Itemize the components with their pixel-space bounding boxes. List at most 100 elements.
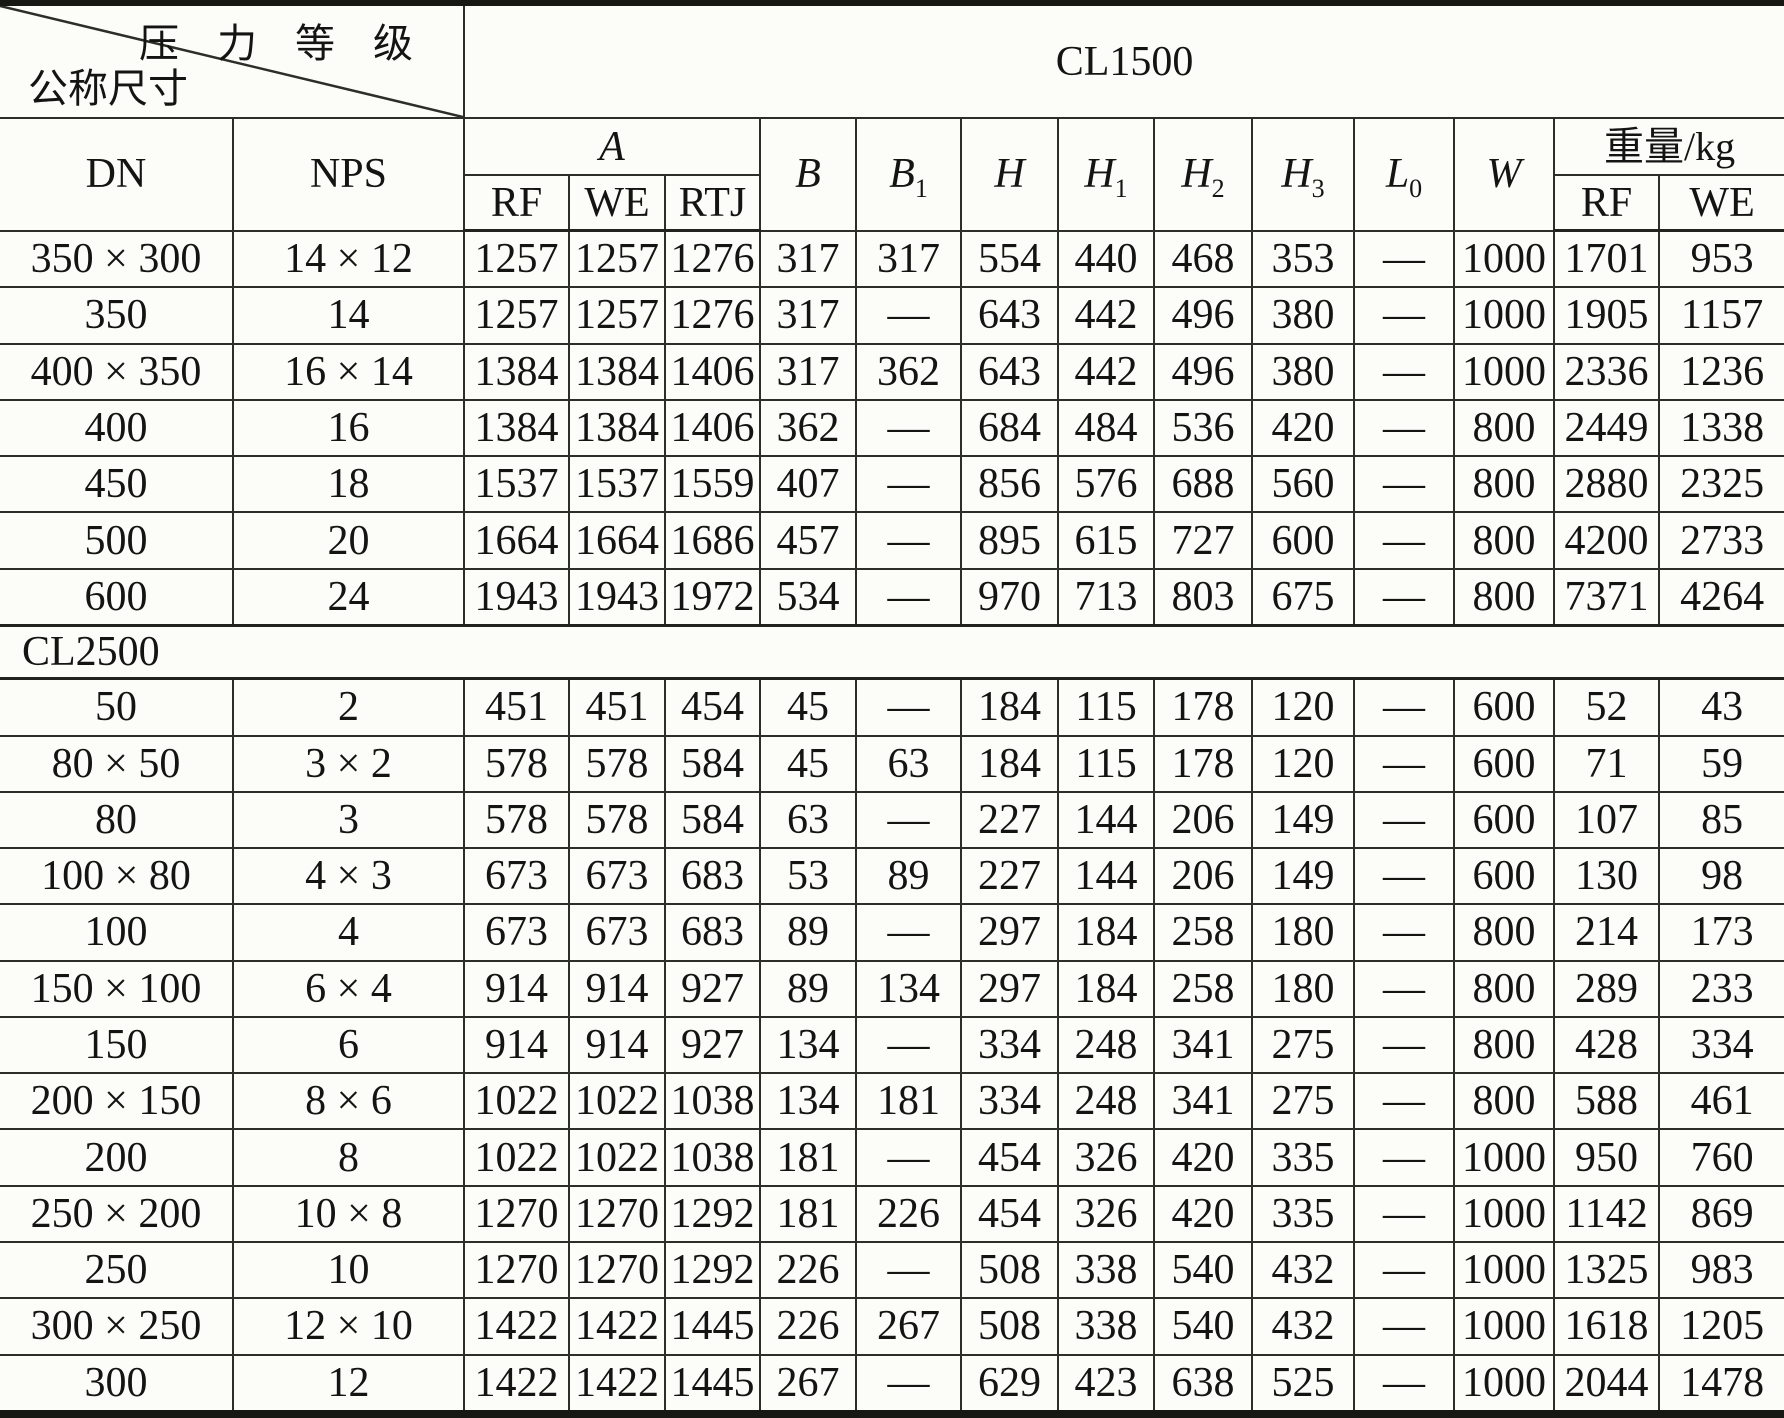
cell-b: 45: [759, 677, 857, 737]
pressure-class-axis-label: 压 力 等 级: [139, 21, 427, 66]
cell-a-we: 1270: [568, 1241, 666, 1300]
cell-b: 45: [759, 734, 857, 793]
cell-a-rf: 1537: [463, 455, 570, 514]
cell-a-we: 1422: [568, 1297, 666, 1356]
column-header-h1: H1: [1057, 117, 1155, 232]
cell-weight-rf: 1142: [1553, 1184, 1660, 1244]
cell-l0: —: [1353, 1353, 1455, 1416]
cell-weight-we: 983: [1657, 1241, 1784, 1300]
cell-b: 181: [759, 1184, 857, 1244]
cell-b: 534: [759, 567, 857, 627]
cell-a-we: 451: [568, 677, 666, 737]
cell-b1: 89: [855, 847, 962, 906]
cell-h2: 496: [1153, 286, 1253, 345]
cell-h3: 180: [1251, 903, 1355, 962]
cell-a-rtj: 1445: [664, 1297, 761, 1356]
cell-nps: 12 × 10: [232, 1297, 465, 1356]
cell-w: 800: [1453, 959, 1555, 1018]
cell-h3: 432: [1251, 1297, 1355, 1356]
cell-h1: 115: [1057, 677, 1155, 737]
cell-b1: —: [855, 903, 962, 962]
table-row: 200 8 1022 1022 1038 181—454 326 420 335—1000 950…: [0, 1128, 1784, 1187]
cell-h2: 688: [1153, 455, 1253, 514]
cell-dn: 350 × 300: [0, 229, 234, 289]
cell-b1: —: [855, 677, 962, 737]
cell-w: 800: [1453, 455, 1555, 514]
cell-a-we: 1664: [568, 511, 666, 570]
table-row: 400 × 350 16 × 14 1384 1384 1406 317 362 643 442…: [0, 342, 1784, 401]
column-header-h2: H2: [1153, 117, 1253, 232]
cell-h3: 149: [1251, 847, 1355, 906]
cell-h1: 248: [1057, 1072, 1155, 1131]
cell-a-rtj: 1686: [664, 511, 761, 570]
column-header-nps: NPS: [232, 117, 465, 232]
cell-h3: 275: [1251, 1072, 1355, 1131]
table-row: 80 3 578 578 584 63—227 144 206 149—600 107 85: [0, 790, 1784, 850]
diagonal-divider-line: [0, 6, 462, 116]
cell-b1: —: [855, 567, 962, 627]
cell-a-rf: 914: [463, 1015, 570, 1075]
cell-weight-we: 1478: [1657, 1353, 1784, 1416]
cell-a-rf: 1270: [463, 1184, 570, 1244]
cell-h: 334: [960, 1015, 1059, 1075]
cell-l0: —: [1353, 286, 1455, 345]
cell-h2: 206: [1153, 790, 1253, 850]
column-header-l0: L0: [1353, 117, 1455, 232]
column-header-w: W: [1453, 117, 1555, 232]
cell-b1: —: [855, 398, 962, 458]
table-row: 200 × 150 8 × 6 1022 1022 1038 134 181 334 248 34…: [0, 1072, 1784, 1131]
table-row: 250 10 1270 1270 1292 226—508 338 540 432—1000 13…: [0, 1241, 1784, 1300]
cell-nps: 4 × 3: [232, 847, 465, 906]
column-header-h3: H3: [1251, 117, 1355, 232]
cell-w: 1000: [1453, 1297, 1555, 1356]
cell-weight-rf: 588: [1553, 1072, 1660, 1131]
cell-h3: 560: [1251, 455, 1355, 514]
cell-a-we: 914: [568, 959, 666, 1018]
cell-dn: 50: [0, 677, 234, 737]
cell-a-rf: 673: [463, 847, 570, 906]
cell-b: 53: [759, 847, 857, 906]
cell-l0: —: [1353, 790, 1455, 850]
cell-weight-rf: 52: [1553, 677, 1660, 737]
cell-b1: —: [855, 1241, 962, 1300]
cell-h3: 432: [1251, 1241, 1355, 1300]
cell-l0: —: [1353, 677, 1455, 737]
cell-h: 856: [960, 455, 1059, 514]
cell-b1: 181: [855, 1072, 962, 1131]
cell-a-we: 578: [568, 734, 666, 793]
cell-a-rtj: 683: [664, 847, 761, 906]
cell-dn: 150 × 100: [0, 959, 234, 1018]
table-row: 150 × 100 6 × 4 914 914 927 89 134 297 184 258 180…: [0, 959, 1784, 1018]
table-row: 350 14 1257 1257 1276 317—643 442 496 380—1000 19…: [0, 286, 1784, 345]
cell-l0: —: [1353, 1072, 1455, 1131]
cell-b: 89: [759, 959, 857, 1018]
cell-nps: 12: [232, 1353, 465, 1416]
cell-a-we: 1270: [568, 1184, 666, 1244]
cell-w: 800: [1453, 511, 1555, 570]
pressure-class-cl1500-header: CL1500: [462, 2, 1784, 119]
cell-a-rf: 1664: [463, 511, 570, 570]
table-row: 100 × 80 4 × 3 673 673 683 53 89 227 144 206 149—6…: [0, 847, 1784, 906]
cell-b1: —: [855, 790, 962, 850]
cell-nps: 6: [232, 1015, 465, 1075]
subcolumn-header-weight-we: WE: [1657, 174, 1784, 232]
cell-a-we: 673: [568, 847, 666, 906]
cell-a-rtj: 1972: [664, 567, 761, 627]
cell-b: 134: [759, 1072, 857, 1131]
cell-a-we: 1943: [568, 567, 666, 627]
cell-w: 1000: [1453, 342, 1555, 401]
cell-dn: 250 × 200: [0, 1184, 234, 1244]
cell-weight-we: 2325: [1657, 455, 1784, 514]
cell-b: 226: [759, 1241, 857, 1300]
cell-h2: 341: [1153, 1015, 1253, 1075]
cell-nps: 6 × 4: [232, 959, 465, 1018]
cell-a-rf: 1384: [463, 342, 570, 401]
cell-w: 1000: [1453, 1184, 1555, 1244]
cell-nps: 3 × 2: [232, 734, 465, 793]
cell-a-we: 1022: [568, 1128, 666, 1187]
cell-weight-we: 461: [1657, 1072, 1784, 1131]
cell-h2: 420: [1153, 1128, 1253, 1187]
cell-a-rf: 673: [463, 903, 570, 962]
cell-b: 407: [759, 455, 857, 514]
table-row: 350 × 300 14 × 12 1257 1257 1276 317 317 554 440…: [0, 229, 1784, 289]
